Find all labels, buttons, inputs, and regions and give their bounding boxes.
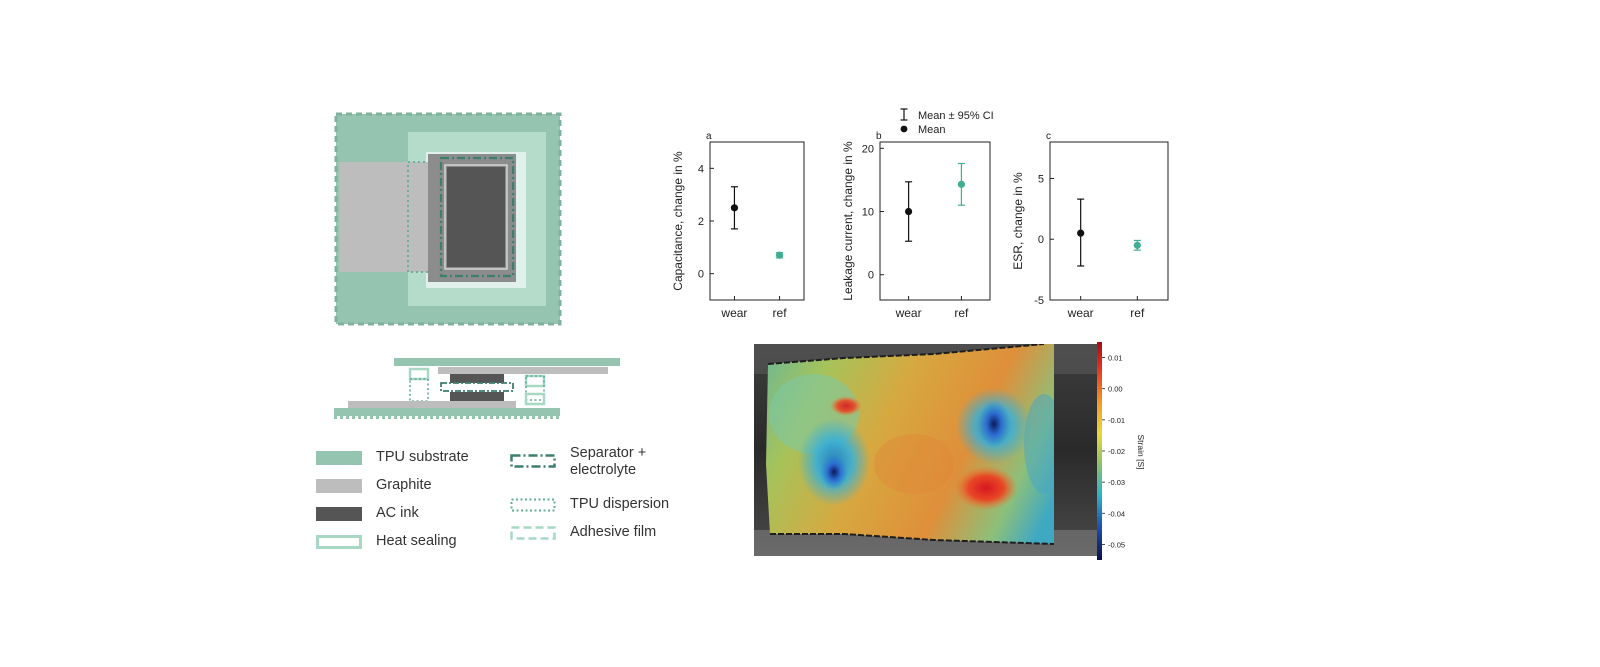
x-tick-label-ref: ref bbox=[1130, 306, 1145, 320]
legend-item-ac-ink: AC ink bbox=[316, 505, 419, 522]
swatch-graphite bbox=[316, 478, 362, 493]
chart-panel-b: b 0 10 20 Leakage current, change in % wear re… bbox=[841, 131, 991, 320]
mean-point-wear bbox=[905, 207, 913, 216]
plot-frame bbox=[709, 141, 805, 301]
ac-ink-inner-line bbox=[444, 164, 508, 270]
x-tick-label-wear: wear bbox=[1067, 306, 1094, 320]
mean-point-wear bbox=[730, 204, 739, 212]
error-bar-charts: a 0 2 4 Capacitance, change in % wear ref b 0 10 2… bbox=[671, 131, 1169, 320]
mean-point-wear bbox=[1077, 229, 1085, 237]
strain-colorbar: 0.01 0.00 -0.01 -0.02 -0.03 -0.04 -0.05 Strain… bbox=[1097, 342, 1146, 560]
ci-legend-label: Mean ± 95% CI bbox=[918, 110, 994, 122]
chart-panel-a: a 0 2 4 Capacitance, change in % wear ref bbox=[671, 131, 805, 320]
legend-item-graphite: Graphite bbox=[316, 477, 432, 494]
colorbar-gradient bbox=[1097, 342, 1102, 560]
x-tick-label-ref: ref bbox=[773, 306, 788, 320]
ac-ink-block bbox=[447, 167, 505, 267]
legend-item-separator: Separator + electrolyte bbox=[510, 445, 646, 479]
bottom-tpu-layer bbox=[334, 408, 560, 416]
swatch-adhesive-film bbox=[510, 525, 556, 540]
x-tick-label-ref: ref bbox=[954, 306, 969, 320]
legend-label: Adhesive film bbox=[570, 524, 657, 540]
y-tick-label: 0 bbox=[868, 270, 874, 282]
chart-legend: Mean ± 95% CI Mean bbox=[900, 108, 994, 136]
y-tick-label: 0 bbox=[1038, 234, 1044, 246]
strain-map bbox=[754, 344, 1100, 556]
top-ac-layer bbox=[450, 374, 504, 383]
bottom-graphite-layer bbox=[348, 401, 516, 408]
mean-point-ref bbox=[775, 251, 784, 259]
specimen-strain-field bbox=[766, 344, 1054, 544]
legend-item-heat-sealing: Heat sealing bbox=[316, 533, 457, 550]
legend-label: Separator + electrolyte bbox=[570, 445, 647, 478]
colorbar-tick-label: -0.02 bbox=[1108, 447, 1125, 456]
legend-label: TPU substrate bbox=[376, 449, 469, 465]
swatch-tpu-substrate bbox=[316, 450, 362, 465]
plot-frame bbox=[1049, 141, 1169, 301]
top-graphite-layer bbox=[438, 367, 608, 374]
swatch-separator bbox=[510, 454, 556, 468]
panel-label: c bbox=[1046, 131, 1051, 142]
y-tick-label: 5 bbox=[1038, 173, 1044, 185]
legend-item-tpu-dispersion: TPU dispersion bbox=[510, 496, 669, 513]
colorbar-tick-label: 0.00 bbox=[1108, 385, 1123, 394]
panel-label: b bbox=[876, 131, 882, 142]
y-tick-label: 4 bbox=[698, 163, 704, 175]
colorbar-tick-label: -0.03 bbox=[1108, 478, 1125, 487]
y-axis-label: Leakage current, change in % bbox=[841, 141, 855, 301]
colorbar-tick-label: 0.01 bbox=[1108, 354, 1123, 363]
colorbar-tick-label: -0.04 bbox=[1108, 509, 1125, 518]
mean-point-ref bbox=[1133, 241, 1141, 249]
legend-item-tpu-substrate: TPU substrate bbox=[316, 449, 469, 466]
legend-label: AC ink bbox=[376, 505, 419, 521]
colorbar-tick-label: -0.05 bbox=[1108, 540, 1125, 549]
mean-point-ref bbox=[957, 180, 965, 188]
cross-section-schematic bbox=[334, 358, 620, 419]
graphite-strip bbox=[339, 162, 445, 272]
colorbar-label: Strain [S] bbox=[1136, 435, 1146, 470]
bottom-ac-layer bbox=[450, 392, 504, 401]
legend-label: Graphite bbox=[376, 477, 432, 493]
swatch-tpu-dispersion bbox=[510, 498, 556, 511]
y-tick-label: 10 bbox=[862, 207, 874, 219]
y-tick-label: 20 bbox=[862, 143, 874, 155]
y-axis-label: ESR, change in % bbox=[1011, 172, 1025, 270]
y-axis-label: Capacitance, change in % bbox=[671, 151, 685, 291]
legend-label: Heat sealing bbox=[376, 533, 457, 549]
mean-legend-icon bbox=[900, 125, 908, 133]
dispersion-right bbox=[525, 375, 545, 401]
y-tick-label: 2 bbox=[698, 216, 704, 228]
swatch-ac-ink bbox=[316, 506, 362, 521]
legend-item-adhesive-film: Adhesive film bbox=[510, 524, 656, 541]
swatch-heat-sealing bbox=[316, 534, 362, 549]
seal-left-top bbox=[408, 367, 430, 381]
mean-legend-label: Mean bbox=[918, 124, 946, 136]
legend-label: TPU dispersion bbox=[570, 496, 670, 512]
colorbar-tick-label: -0.01 bbox=[1108, 416, 1125, 425]
chart-panel-c: c -5 0 5 ESR, change in % wear ref bbox=[1011, 131, 1169, 320]
x-tick-label-wear: wear bbox=[720, 306, 747, 320]
separator-layer bbox=[440, 382, 514, 392]
seal-right-bottom bbox=[524, 392, 546, 406]
y-tick-label: 0 bbox=[698, 269, 704, 281]
y-tick-label: -5 bbox=[1034, 295, 1044, 307]
dispersion-left bbox=[409, 378, 429, 402]
top-tpu-layer bbox=[394, 358, 620, 366]
top-view-schematic bbox=[334, 112, 562, 326]
seal-right-top bbox=[524, 374, 546, 388]
separator-outline bbox=[439, 156, 515, 278]
plot-frame bbox=[879, 141, 991, 301]
x-tick-label-wear: wear bbox=[895, 306, 922, 320]
panel-label: a bbox=[706, 131, 712, 142]
